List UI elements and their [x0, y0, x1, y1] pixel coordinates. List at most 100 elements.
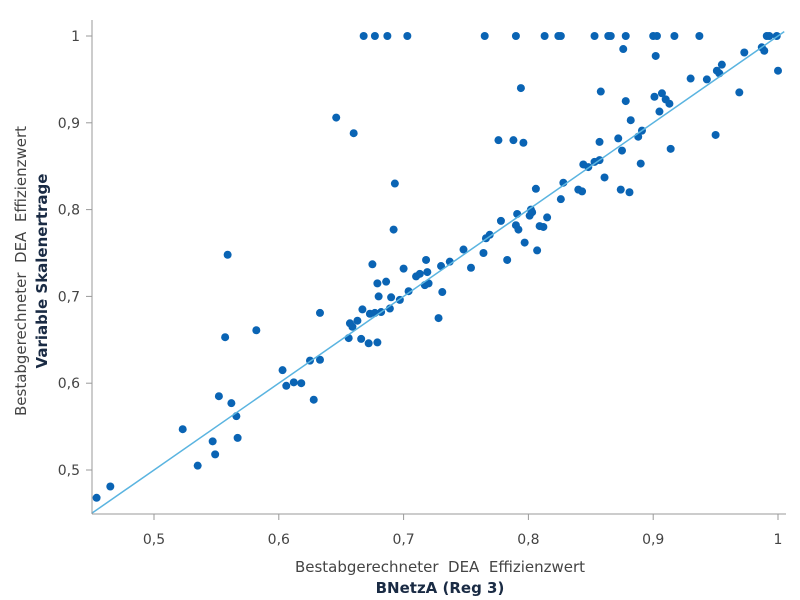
x-tick-label: 0,5	[143, 532, 165, 548]
data-point	[556, 195, 565, 204]
data-point	[717, 60, 726, 69]
data-point	[466, 263, 475, 272]
data-point	[670, 32, 679, 40]
data-point	[422, 255, 431, 264]
data-point	[415, 269, 424, 278]
data-point	[178, 425, 187, 434]
data-point	[358, 305, 367, 314]
y-tick-label: 0,5	[58, 463, 80, 479]
data-point	[223, 250, 232, 259]
data-point	[578, 187, 587, 196]
data-point	[357, 334, 366, 343]
data-point	[368, 260, 377, 269]
data-point	[437, 262, 446, 271]
data-point	[309, 395, 318, 404]
data-point	[315, 355, 324, 364]
data-point	[92, 493, 101, 502]
data-point	[543, 213, 552, 222]
data-point	[233, 433, 242, 442]
data-point	[765, 32, 774, 40]
data-point	[516, 84, 525, 93]
data-point	[621, 32, 630, 40]
data-point	[423, 268, 432, 277]
data-point	[278, 366, 287, 375]
data-point	[695, 32, 704, 40]
data-point	[424, 279, 433, 288]
data-point	[665, 99, 674, 108]
data-point	[539, 222, 548, 231]
data-point	[686, 74, 695, 83]
data-point	[403, 32, 412, 40]
data-point	[618, 146, 626, 155]
x-axis-title-bold: BNetzA (Reg 3)	[376, 579, 505, 597]
data-point	[651, 51, 660, 60]
data-point	[540, 32, 549, 40]
data-point	[606, 32, 615, 40]
data-point	[503, 255, 512, 264]
data-point	[348, 322, 357, 331]
points-layer	[92, 32, 782, 502]
data-point	[382, 277, 391, 286]
data-point	[650, 92, 659, 101]
x-tick-label: 0,9	[642, 532, 664, 548]
data-point	[349, 129, 358, 138]
data-point	[208, 437, 217, 446]
data-point	[514, 225, 523, 234]
data-point	[480, 32, 489, 40]
data-point	[636, 159, 645, 168]
data-point	[556, 32, 565, 40]
y-tick-label: 0,6	[58, 376, 80, 392]
data-point	[374, 292, 383, 301]
data-point	[359, 32, 368, 40]
data-point	[404, 287, 413, 296]
data-point	[740, 48, 749, 57]
data-point	[106, 482, 115, 491]
data-point	[353, 316, 362, 325]
data-point	[735, 88, 744, 97]
data-point	[390, 179, 399, 188]
data-point	[621, 97, 630, 106]
data-point	[373, 338, 382, 347]
data-point	[387, 293, 396, 302]
data-point	[297, 379, 306, 388]
y-axis-title-bold: Variable Skalenertrage	[33, 174, 51, 369]
data-point	[528, 208, 537, 217]
data-point	[227, 399, 236, 408]
data-point	[711, 130, 720, 139]
data-point	[221, 333, 230, 342]
reference-line	[91, 31, 785, 515]
x-tick-label: 1	[774, 532, 783, 548]
data-point	[600, 173, 609, 182]
data-point	[289, 378, 298, 387]
data-point	[193, 461, 202, 470]
data-point	[702, 75, 711, 84]
data-point	[434, 314, 443, 323]
data-point	[485, 230, 494, 239]
data-point	[531, 184, 540, 193]
data-point	[616, 185, 625, 194]
data-point	[252, 326, 261, 335]
y-tick-label: 0,7	[58, 289, 80, 305]
y-tick-label: 0,8	[58, 203, 80, 219]
data-point	[666, 144, 675, 153]
data-point	[282, 381, 291, 390]
data-point	[511, 32, 520, 40]
data-point	[519, 138, 528, 147]
data-point	[399, 264, 408, 273]
x-tick-label: 0,7	[392, 532, 414, 548]
data-point	[373, 279, 382, 288]
data-point	[494, 136, 503, 145]
data-point	[614, 134, 623, 143]
x-axis-title: Bestabgerechneter DEA Effizienzwert	[295, 558, 585, 576]
y-axis-ticks: 0,5 0,6 0,7 0,8 0,9 1	[58, 29, 92, 479]
data-point	[389, 225, 398, 234]
y-axis-title: Bestabgerechneter DEA Effizienzwert	[12, 126, 30, 416]
data-point	[760, 46, 769, 55]
x-tick-label: 0,8	[517, 532, 539, 548]
data-point	[625, 188, 634, 197]
y-tick-label: 0,9	[58, 116, 80, 132]
data-point	[332, 113, 341, 122]
data-point	[652, 32, 661, 40]
data-point	[459, 245, 468, 254]
data-point	[590, 32, 599, 40]
